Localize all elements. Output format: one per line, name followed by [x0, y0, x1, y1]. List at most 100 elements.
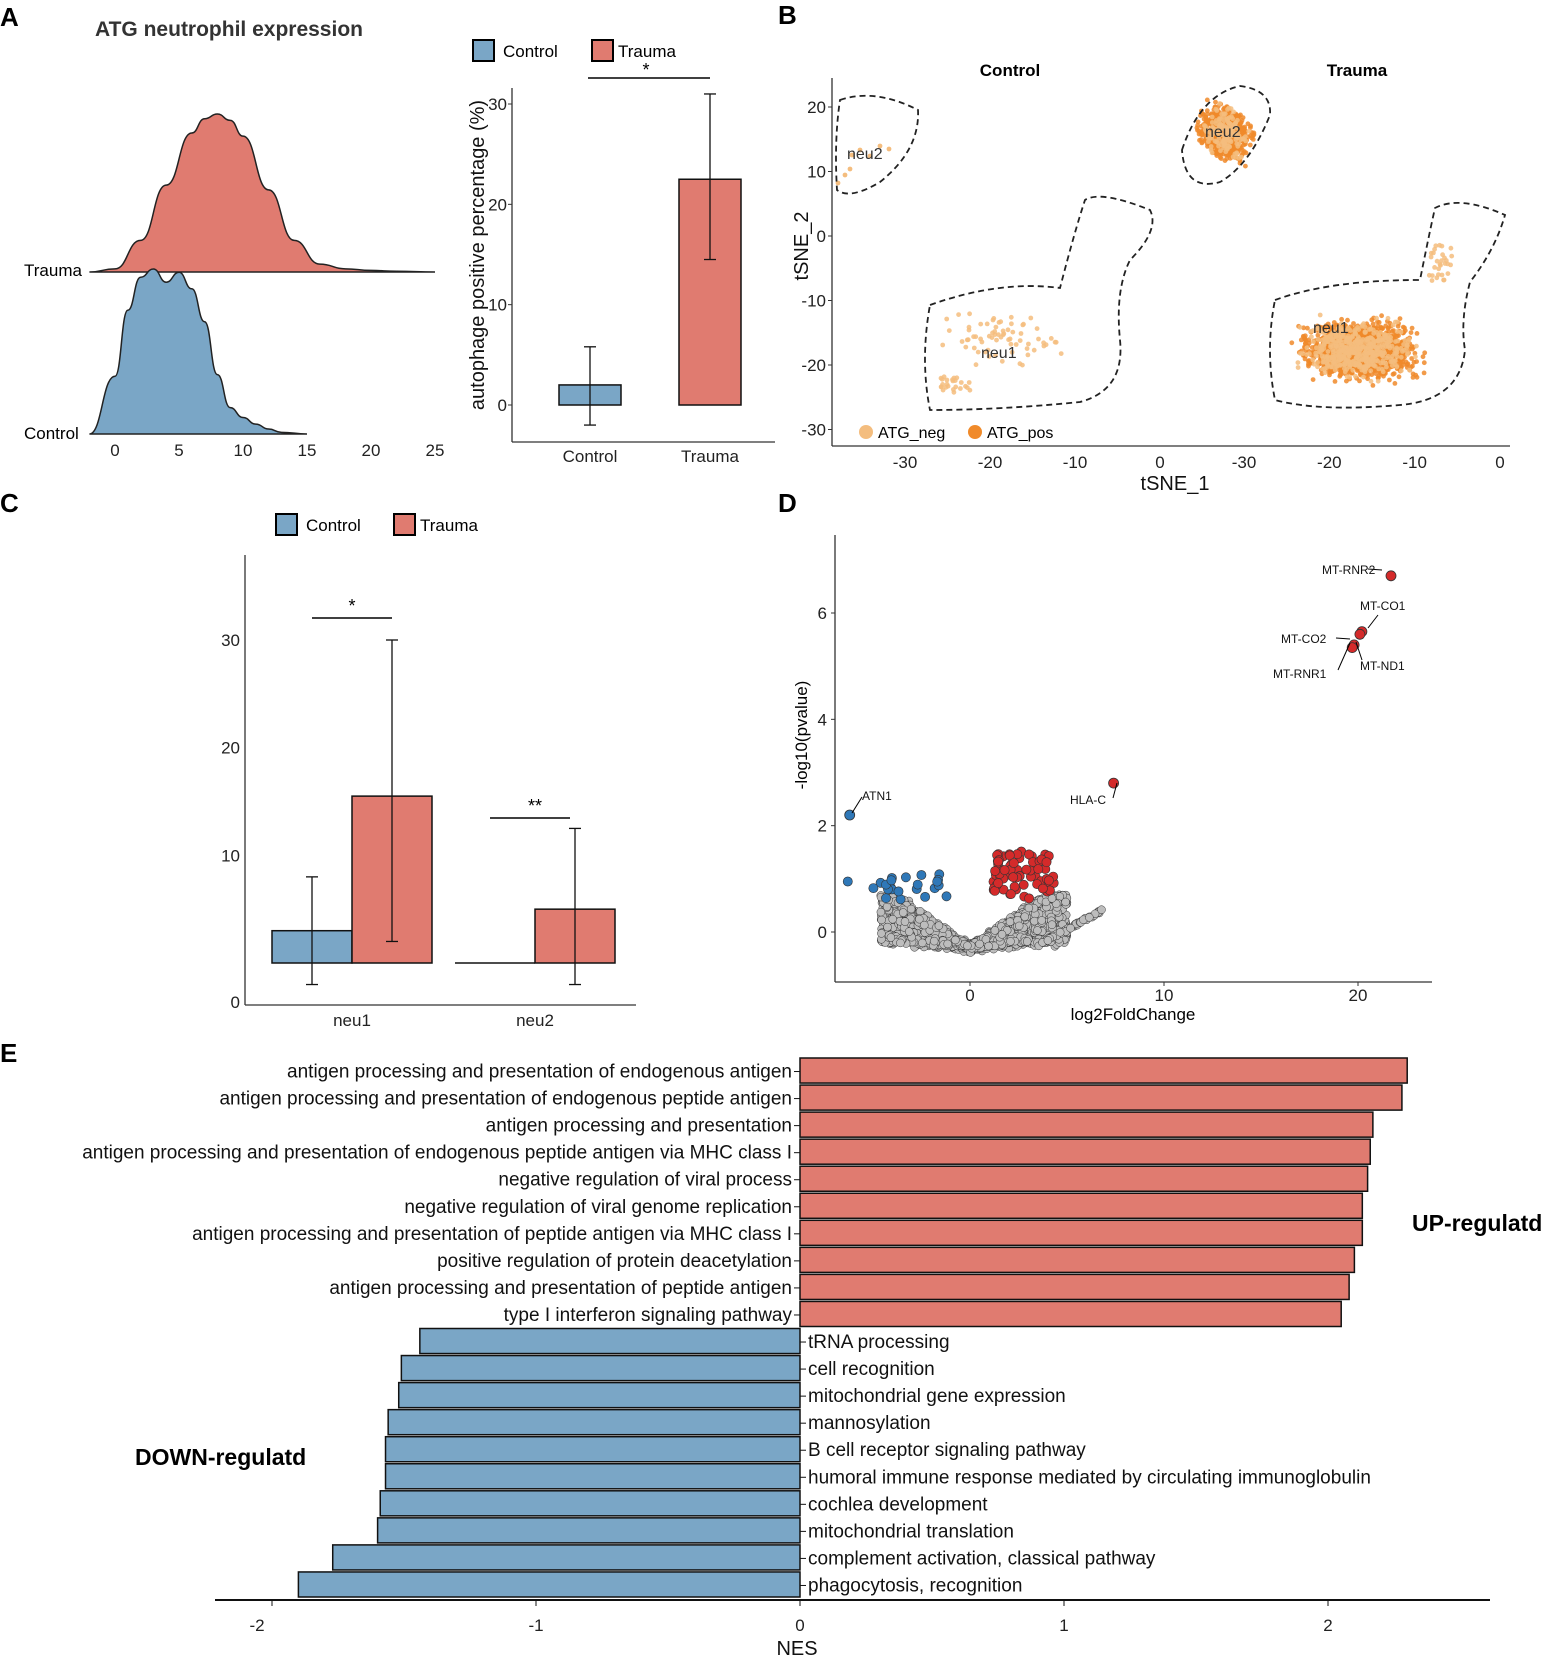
tsne-point-control-neu1 [973, 362, 979, 368]
tsne-point-trauma-neu2 [1234, 151, 1240, 157]
tsne-point-control-neu1 [1024, 346, 1030, 351]
tsne-point-trauma-neu1 [1311, 339, 1316, 344]
volcano-point-ns [877, 915, 886, 925]
tsne-point-trauma-neu2 [1204, 111, 1210, 117]
tsne-point-trauma-neu1 [1350, 367, 1356, 373]
tsne-point-trauma-neu1 [1332, 379, 1338, 384]
tsne-point-trauma-neu1 [1321, 342, 1327, 348]
tsne-point-trauma-neu2 [1206, 139, 1211, 145]
volcano-point-ns [906, 904, 916, 914]
tsne-point-trauma-neu1 [1375, 323, 1381, 329]
tsne-point-trauma-neu1 [1410, 371, 1416, 377]
legend-swatch-control [472, 39, 495, 62]
tsne-point-control-neu1 [989, 335, 995, 340]
tsne-point-control-neu2 [886, 146, 892, 152]
tsne-point-trauma-neu1 [1410, 363, 1415, 369]
tsne-point-trauma-neu1 [1388, 359, 1394, 365]
tsne-point-trauma-neu1 [1445, 271, 1451, 276]
c-x-tick: neu2 [516, 1011, 554, 1030]
tsne-point-trauma-neu1 [1314, 345, 1319, 351]
tsne-point-trauma-neu1 [1376, 332, 1381, 338]
tsne-point-trauma-neu1 [1365, 363, 1371, 369]
volcano-point-ns [1037, 916, 1046, 925]
tsne-point-trauma-neu2 [1204, 97, 1210, 103]
tsne-point-trauma-neu1 [1393, 362, 1398, 367]
tsne-point-control-neu1 [1009, 321, 1014, 327]
cluster-label-trauma-neu1: neu1 [1313, 320, 1349, 337]
tsne-point-trauma-neu2 [1210, 125, 1216, 131]
tsne-point-trauma-neu1 [1357, 378, 1362, 384]
tsne-point-control-neu1 [965, 337, 971, 343]
tsne-point-control-neu1 [938, 384, 944, 390]
tsne-point-control-neu1 [1036, 336, 1041, 342]
tsne-point-trauma-neu1 [1367, 341, 1373, 346]
tsne-point-trauma-neu2 [1202, 123, 1207, 128]
ridge-label-control: Control [24, 424, 79, 443]
tsne-point-trauma-neu1 [1441, 277, 1447, 283]
legend-label-control-c: Control [306, 516, 361, 535]
tsne-point-control-neu1 [958, 386, 963, 391]
tsne-point-trauma-neu2 [1239, 118, 1245, 123]
tsne-point-control-neu1 [978, 321, 984, 327]
tsne-point-trauma-neu1 [1432, 265, 1437, 270]
tsne-point-trauma-neu2 [1196, 128, 1202, 134]
tsne-point-trauma-neu1 [1355, 346, 1361, 351]
density-x-tick: 5 [174, 441, 183, 460]
tsne-point-control-neu1 [996, 320, 1002, 325]
tsne-point-control-neu1 [958, 380, 964, 385]
tsne-point-trauma-neu1 [1395, 338, 1401, 344]
tsne-point-trauma-neu1 [1333, 348, 1338, 354]
tsne-point-trauma-neu1 [1370, 321, 1376, 327]
tsne-point-trauma-neu1 [1325, 349, 1331, 354]
volcano-point-ns [882, 902, 892, 912]
tsne-point-control-neu2 [847, 166, 853, 172]
tsne-point-control-neu1 [946, 328, 952, 333]
tsne-y-tick: 0 [817, 227, 826, 246]
tsne-point-trauma-neu1 [1374, 352, 1380, 358]
tsne-point-trauma-neu1 [1370, 383, 1376, 388]
tsne-point-trauma-neu2 [1209, 120, 1215, 125]
volcano-point-ns [1024, 903, 1034, 913]
tsne-point-trauma-neu1 [1389, 343, 1395, 349]
ridge-label-trauma: Trauma [24, 261, 82, 280]
tsne-point-trauma-neu1 [1345, 350, 1350, 356]
legend-swatch-trauma [591, 39, 614, 62]
tsne-point-trauma-neu1 [1352, 330, 1358, 336]
tsne-point-trauma-neu2 [1219, 111, 1225, 117]
tsne-point-control-neu2 [849, 152, 855, 158]
cluster-label-control-neu2: neu2 [847, 146, 883, 163]
tsne-y-tick: -30 [801, 421, 826, 440]
tsne-point-control-neu1 [944, 316, 950, 322]
density-title: ATG neutrophil expression [95, 18, 363, 41]
tsne-point-control-neu1 [1009, 349, 1015, 355]
significance-star: * [642, 60, 649, 80]
facet-title-control: Control [980, 61, 1040, 80]
tsne-point-trauma-neu2 [1221, 122, 1226, 128]
tsne-point-trauma-neu1 [1426, 272, 1432, 278]
tsne-point-control-neu1 [944, 381, 950, 387]
tsne-point-trauma-neu1 [1345, 317, 1350, 323]
tsne-point-trauma-neu2 [1219, 132, 1225, 137]
tsne-point-trauma-neu1 [1310, 357, 1316, 363]
density-x-tick: 20 [362, 441, 381, 460]
volcano-point-ns [997, 930, 1007, 939]
volcano-point-ns [1006, 937, 1015, 946]
tsne-point-control-neu1 [1052, 339, 1058, 345]
tsne-point-trauma-neu1 [1344, 358, 1350, 364]
hull-trauma-neu1 [1269, 202, 1507, 409]
tsne-point-trauma-neu2 [1246, 128, 1252, 134]
tsne-point-trauma-neu2 [1209, 150, 1215, 156]
density-x-tick: 0 [110, 441, 119, 460]
tsne-point-trauma-neu2 [1241, 125, 1247, 131]
tsne-point-control-neu1 [1028, 315, 1034, 321]
density-x-tick: 10 [234, 441, 253, 460]
tsne-point-trauma-neu2 [1198, 113, 1203, 118]
tsne-point-trauma-neu2 [1247, 142, 1253, 148]
volcano-point-ns [1061, 897, 1070, 907]
tsne-point-trauma-neu1 [1392, 381, 1398, 386]
tsne-point-control-neu1 [953, 384, 959, 390]
bar-y-tick: 30 [488, 95, 507, 114]
